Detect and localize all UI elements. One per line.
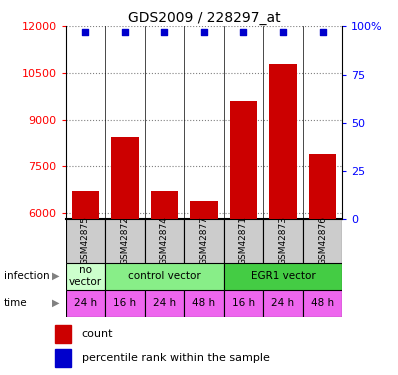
Bar (66, 219, 105, 262)
Bar (105, 262, 224, 290)
Bar (230, 101, 258, 219)
Point (319, 29, 326, 35)
Text: no
vector: no vector (69, 265, 102, 287)
Bar (66, 262, 105, 290)
Point (240, 29, 247, 35)
Text: ▶: ▶ (52, 298, 59, 308)
Text: 48 h: 48 h (192, 298, 216, 308)
Point (82, 29, 89, 35)
Bar (184, 219, 224, 262)
Bar (55, 350, 72, 367)
Bar (111, 137, 139, 219)
Text: GSM42871: GSM42871 (239, 216, 248, 266)
Text: GSM42875: GSM42875 (81, 216, 90, 266)
Bar (145, 290, 184, 316)
Text: infection: infection (4, 271, 50, 281)
Title: GDS2009 / 228297_at: GDS2009 / 228297_at (128, 11, 280, 25)
Text: 16 h: 16 h (113, 298, 137, 308)
Text: ▶: ▶ (52, 271, 59, 281)
Text: 24 h: 24 h (153, 298, 176, 308)
Bar (145, 219, 184, 262)
Text: EGR1 vector: EGR1 vector (251, 271, 315, 281)
Point (201, 29, 207, 35)
Bar (309, 154, 336, 219)
Bar (269, 64, 297, 219)
Text: 48 h: 48 h (311, 298, 334, 308)
Text: GSM42876: GSM42876 (318, 216, 327, 266)
Text: 24 h: 24 h (74, 298, 97, 308)
Text: count: count (82, 329, 113, 339)
Bar (224, 219, 263, 262)
Bar (224, 262, 342, 290)
Bar (190, 201, 218, 219)
Text: 16 h: 16 h (232, 298, 255, 308)
Bar (184, 290, 224, 316)
Text: time: time (4, 298, 27, 308)
Bar (55, 326, 72, 343)
Text: GSM42873: GSM42873 (279, 216, 287, 266)
Bar (303, 290, 342, 316)
Bar (263, 219, 303, 262)
Point (161, 29, 168, 35)
Bar (66, 290, 105, 316)
Text: control vector: control vector (128, 271, 201, 281)
Text: GSM42877: GSM42877 (199, 216, 209, 266)
Bar (105, 219, 145, 262)
Point (280, 29, 286, 35)
Text: GSM42872: GSM42872 (121, 216, 129, 266)
Bar (303, 219, 342, 262)
Point (122, 29, 128, 35)
Bar (150, 191, 178, 219)
Bar (72, 191, 99, 219)
Bar (224, 290, 263, 316)
Bar (105, 290, 145, 316)
Text: percentile rank within the sample: percentile rank within the sample (82, 353, 269, 363)
Bar (263, 290, 303, 316)
Text: 24 h: 24 h (271, 298, 295, 308)
Text: GSM42874: GSM42874 (160, 216, 169, 266)
